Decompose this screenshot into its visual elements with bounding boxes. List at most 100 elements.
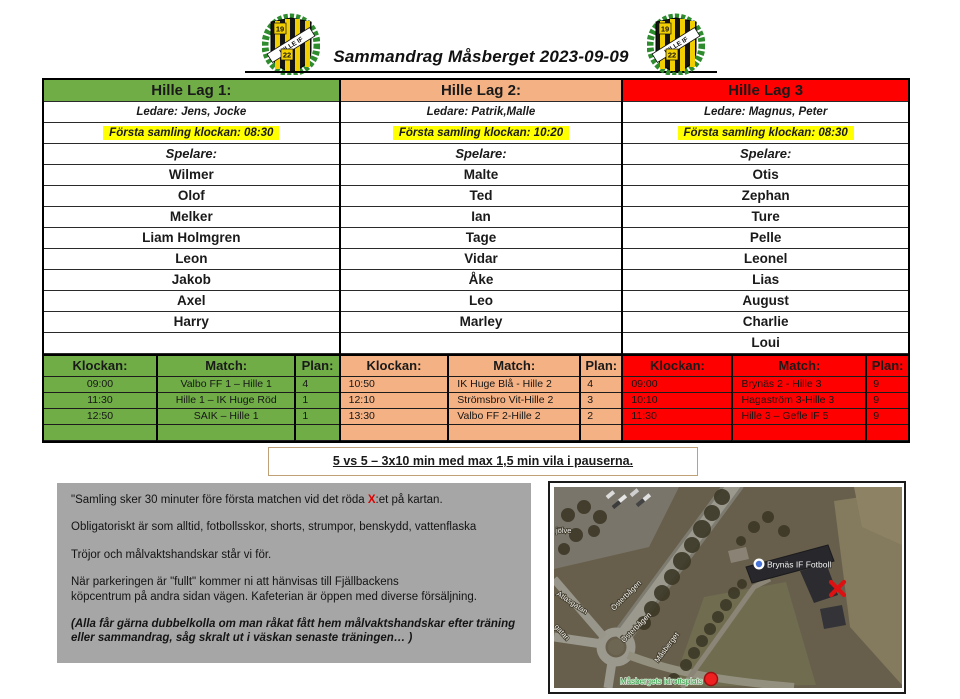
player-name: Liam Holmgren xyxy=(44,228,339,249)
title-underline xyxy=(245,71,717,73)
player-name: Pelle xyxy=(623,228,908,249)
first-gathering-row: Första samling klockan: 08:30 xyxy=(623,123,908,144)
match-plan: 3 xyxy=(579,393,622,409)
player-name: Wilmer xyxy=(44,165,339,186)
player-name: Ian xyxy=(340,207,622,228)
first-gathering-row: Första samling klockan: 10:20 xyxy=(340,123,622,144)
match-time: 13:30 xyxy=(340,409,448,425)
map-trees xyxy=(558,489,790,685)
match-header: Match: xyxy=(731,356,866,377)
note-gathering: "Samling sker 30 minuter före första mat… xyxy=(71,494,443,506)
map-building-main xyxy=(745,544,835,584)
empty-cell xyxy=(579,425,622,441)
match-schedule-team3: Klockan: Match: Plan: 09:00 Brynäs 2 - H… xyxy=(623,354,908,441)
note-equipment: Obligatoriskt är som alltid, fotbollssko… xyxy=(71,521,477,534)
match-header: Match: xyxy=(447,356,580,377)
team-header: Hille Lag 1: xyxy=(44,80,339,102)
players-label: Spelare: xyxy=(623,144,908,165)
team-leaders: Ledare: Patrik,Malle xyxy=(340,102,622,123)
match-time: 10:10 xyxy=(623,393,732,409)
note-gloves-line2: eller sammandrag, såg skralt ut i väskan… xyxy=(71,632,413,645)
team-leaders: Ledare: Magnus, Peter xyxy=(623,102,908,123)
team-column-hille-lag-2: Hille Lag 2: Ledare: Patrik,Malle Första… xyxy=(338,80,622,441)
match-plan: 1 xyxy=(294,409,339,425)
match-name: Valbo FF 2-Hille 2 xyxy=(447,409,580,425)
empty-cell xyxy=(340,425,448,441)
teams-table: Hille Lag 1: Ledare: Jens, Jocke Första … xyxy=(42,78,910,443)
logo-year-top: 19 xyxy=(661,25,669,34)
player-name: Ture xyxy=(623,207,908,228)
team-header: Hille Lag 2: xyxy=(340,80,622,102)
plan-header: Plan: xyxy=(294,356,339,377)
game-format-banner: 5 vs 5 – 3x10 min med max 1,5 min vila i… xyxy=(268,447,698,476)
satellite-map: Brynäs IF Fotboll Atlasgatan gatan Öster… xyxy=(548,481,906,694)
logo-year-bottom: 22 xyxy=(283,51,291,60)
player-name: Malte xyxy=(340,165,622,186)
match-name: Valbo FF 1 – Hille 1 xyxy=(155,377,295,393)
logo-year-top: 19 xyxy=(276,25,284,34)
player-name xyxy=(340,333,622,354)
player-name: Leo xyxy=(340,291,622,312)
player-name: Tage xyxy=(340,228,622,249)
match-time: 12:10 xyxy=(340,393,448,409)
hille-if-logo-right: HILLE IF 19 22 xyxy=(647,13,705,75)
player-name: Lias xyxy=(623,270,908,291)
player-name: Loui xyxy=(623,333,908,354)
empty-cell xyxy=(155,425,295,441)
team-header: Hille Lag 3 xyxy=(623,80,908,102)
match-name: Brynäs 2 - Hille 3 xyxy=(731,377,866,393)
first-gathering-row: Första samling klockan: 08:30 xyxy=(44,123,339,144)
match-name: Hille 3 – Gefle IF 5 xyxy=(731,409,866,425)
game-format-text: 5 vs 5 – 3x10 min med max 1,5 min vila i… xyxy=(332,454,634,468)
player-name: Ted xyxy=(340,186,622,207)
player-name: Olof xyxy=(44,186,339,207)
match-time: 10:50 xyxy=(340,377,448,393)
match-name: IK Huge Blå - Hille 2 xyxy=(447,377,580,393)
team-leaders: Ledare: Jens, Jocke xyxy=(44,102,339,123)
park-label: Måsbergets idrottsplats xyxy=(620,677,703,686)
team-column-hille-lag-1: Hille Lag 1: Ledare: Jens, Jocke Första … xyxy=(44,80,339,441)
team-column-hille-lag-3: Hille Lag 3 Ledare: Magnus, Peter Första… xyxy=(621,80,908,441)
logo-year-bottom: 22 xyxy=(668,51,676,60)
player-name: Otis xyxy=(623,165,908,186)
match-plan: 1 xyxy=(294,393,339,409)
match-name: Hagaström 3-Hille 3 xyxy=(731,393,866,409)
match-header: Match: xyxy=(155,356,295,377)
match-plan: 4 xyxy=(579,377,622,393)
match-time: 11:30 xyxy=(44,393,156,409)
player-name: Jakob xyxy=(44,270,339,291)
empty-cell xyxy=(294,425,339,441)
match-plan: 2 xyxy=(579,409,622,425)
match-name: SAIK – Hille 1 xyxy=(155,409,295,425)
match-schedule-team1: Klockan: Match: Plan: 09:00 Valbo FF 1 –… xyxy=(44,354,339,441)
map-parked-cars xyxy=(605,488,652,510)
satellite-map-image: Brynäs IF Fotboll Atlasgatan gatan Öster… xyxy=(554,487,902,688)
player-name: Vidar xyxy=(340,249,622,270)
match-time: 11:30 xyxy=(623,409,732,425)
note-jerseys: Tröjor och målvaktshandskar står vi för. xyxy=(71,548,272,561)
match-name: Strömsbro Vit-Hille 2 xyxy=(447,393,580,409)
place-label-partial: jölve xyxy=(555,526,571,535)
player-name: Harry xyxy=(44,312,339,333)
klockan-header: Klockan: xyxy=(44,356,156,377)
red-x-marker xyxy=(828,579,847,598)
plan-header: Plan: xyxy=(579,356,622,377)
place-label: Brynäs IF Fotboll xyxy=(767,560,831,570)
map-building-shed xyxy=(820,605,846,629)
red-x-reference: X xyxy=(367,494,376,506)
plan-header: Plan: xyxy=(865,356,908,377)
match-plan: 9 xyxy=(865,393,908,409)
player-name xyxy=(44,333,339,354)
empty-cell xyxy=(731,425,866,441)
player-name: Marley xyxy=(340,312,622,333)
hille-if-logo-left: HILLE IF 19 22 xyxy=(262,13,320,75)
player-name: Melker xyxy=(44,207,339,228)
map-building-wing xyxy=(800,563,838,603)
match-plan: 4 xyxy=(294,377,339,393)
klockan-header: Klockan: xyxy=(340,356,448,377)
klockan-header: Klockan: xyxy=(623,356,732,377)
note-parking-line2: köpcentrum på andra sidan vägen. Kafeter… xyxy=(71,590,477,603)
map-building-small xyxy=(728,547,749,563)
player-name: Charlie xyxy=(623,312,908,333)
